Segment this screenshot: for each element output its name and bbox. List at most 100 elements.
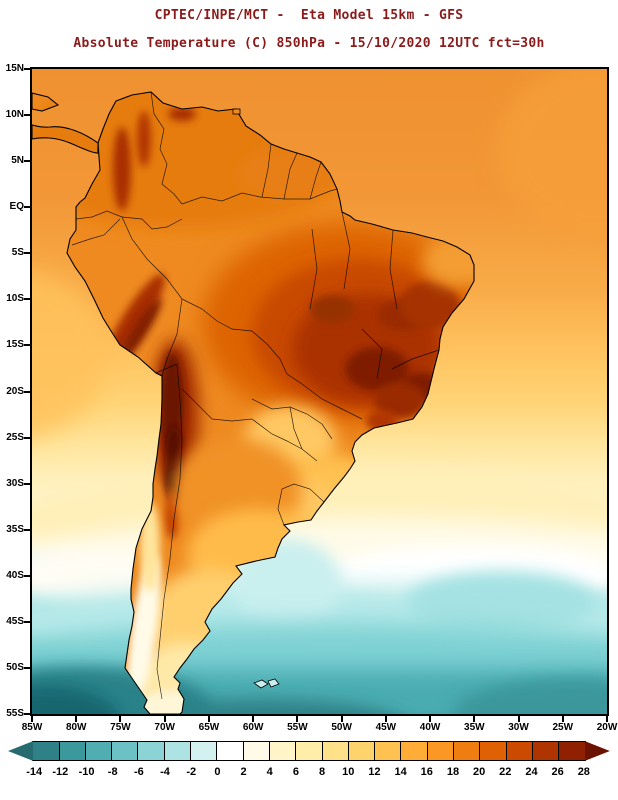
colorbar-tick-label: -8: [107, 766, 118, 778]
y-axis-tick: [24, 390, 30, 393]
y-axis-label: 45S: [6, 615, 24, 627]
y-axis-label: 30S: [6, 477, 24, 489]
colorbar-tick-label: 2: [240, 766, 247, 778]
colorbar-segment: [400, 741, 428, 761]
x-axis-label: 25W: [552, 722, 574, 733]
x-axis-label: 60W: [242, 722, 264, 733]
colorbar-segment: [190, 741, 218, 761]
x-axis-ticks: [31, 716, 608, 722]
y-axis-label: 5N: [11, 155, 24, 167]
x-axis-label: 65W: [198, 722, 220, 733]
x-axis-tick: [119, 716, 122, 722]
colorbar-segment: [584, 741, 610, 761]
y-axis-label: 25S: [6, 431, 24, 443]
y-axis-label: 10S: [6, 293, 24, 305]
colorbar-tick-label: 8: [319, 766, 326, 778]
colorbar-segment: [505, 741, 533, 761]
y-axis-tick: [24, 574, 30, 577]
x-axis-tick: [252, 716, 255, 722]
colorbar-tick-label: 18: [446, 766, 460, 778]
x-axis-label: 70W: [154, 722, 175, 733]
map-frame: [30, 67, 609, 716]
colorbar-segment: [242, 741, 270, 761]
y-axis-tick: [24, 620, 30, 623]
colorbar-tick-label: 20: [473, 766, 486, 778]
y-axis-label: 55S: [6, 708, 24, 719]
x-axis-label: 40W: [419, 722, 441, 733]
colorbar-tick-label: 26: [551, 766, 564, 778]
colorbar-segment: [58, 741, 86, 761]
colorbar-tick-label: 16: [420, 766, 433, 778]
x-axis-tick: [429, 716, 432, 722]
colorbar-segment: [84, 741, 113, 761]
x-axis-label: 80W: [65, 722, 87, 733]
colorbar-tick-label: 14: [394, 766, 407, 778]
y-axis-ticks: [24, 68, 30, 715]
y-axis-label: EQ: [9, 201, 24, 213]
x-axis-tick: [473, 716, 476, 722]
x-axis-label: 75W: [110, 722, 131, 733]
colorbar-tick-label: -6: [133, 766, 144, 778]
y-axis-tick: [24, 344, 30, 347]
x-axis-label: 20W: [596, 722, 618, 733]
colorbar-segment: [8, 741, 34, 761]
colorbar-tick-label: 24: [525, 766, 538, 778]
colorbar-segment: [32, 741, 60, 761]
x-axis-label: 55W: [287, 722, 308, 733]
colorbar-segment: [137, 741, 165, 761]
y-axis-tick: [24, 114, 30, 117]
colorbar-segment: [531, 741, 560, 761]
colorbar-segment: [268, 741, 297, 761]
colorbar-tick-label: 22: [499, 766, 512, 778]
y-axis-tick: [24, 528, 30, 531]
y-axis-tick: [24, 160, 30, 163]
trinidad-island: [232, 108, 241, 115]
colorbar-tick-label: -12: [52, 766, 69, 778]
colorbar-tick-label: -10: [78, 766, 95, 778]
y-axis-tick: [24, 482, 30, 485]
colorbar-tick-label: -2: [186, 766, 197, 778]
colorbar-tick-label: 12: [368, 766, 381, 778]
page-title-line1: CPTEC/INPE/MCT - Eta Model 15km - GFS: [154, 8, 464, 23]
y-axis-label: 40S: [6, 569, 24, 581]
y-axis-label: 5S: [11, 247, 24, 259]
x-axis-tick: [207, 716, 210, 722]
colorbar-segment: [374, 741, 402, 761]
x-axis-tick: [340, 716, 343, 722]
x-axis-tick: [384, 716, 387, 722]
x-axis-labels: 85W 80W 75W 70W 65W 60W 55W 50W 45W 40W 35W 30W 25W 2…: [22, 722, 618, 736]
page-title-line2: Absolute Temperature (C) 850hPa - 15/10/…: [73, 36, 545, 51]
x-axis-tick: [75, 716, 78, 722]
colorbar-labels: -14 -12 -10 -8 -6 -4 -2 0 2 4 6 8 10 12 14 16 18 20 22 24 26…: [8, 766, 610, 780]
colorbar-segment: [453, 741, 481, 761]
x-axis-tick: [517, 716, 520, 722]
y-axis-label: 50S: [6, 661, 24, 673]
colorbar-tick-label: 6: [292, 766, 299, 778]
x-axis-label: 35W: [464, 722, 485, 733]
colorbar-segment: [163, 741, 192, 761]
y-axis-label: 35S: [6, 523, 24, 535]
y-axis-labels: 15N 10N 5N EQ 5S 10S 15S 20S 25S 30S 35S 40S 45S 50S 5…: [0, 64, 26, 719]
colorbar-tick-label: 4: [266, 766, 273, 778]
colorbar-segment: [347, 741, 376, 761]
temperature-map-image: [32, 69, 607, 714]
x-axis-label: 85W: [21, 722, 43, 733]
x-axis-tick: [163, 716, 166, 722]
colorbar-tick-label: -14: [26, 766, 43, 778]
colorbar-segment: [479, 741, 507, 761]
x-axis-tick: [296, 716, 299, 722]
y-axis-tick: [24, 206, 30, 209]
colorbar-tick-label: 0: [214, 766, 221, 778]
x-axis-label: 30W: [508, 722, 529, 733]
y-axis-label: 15N: [5, 63, 24, 74]
colorbar-tick-label: -4: [160, 766, 170, 778]
x-axis-tick: [606, 716, 608, 722]
y-axis-tick: [24, 713, 30, 715]
falkland-islands: [253, 678, 280, 689]
colorbar: [8, 741, 610, 761]
colorbar-tick-label: 10: [342, 766, 355, 778]
y-axis-tick: [24, 252, 30, 255]
colorbar-segment: [295, 741, 323, 761]
colorbar-segment: [216, 741, 244, 761]
